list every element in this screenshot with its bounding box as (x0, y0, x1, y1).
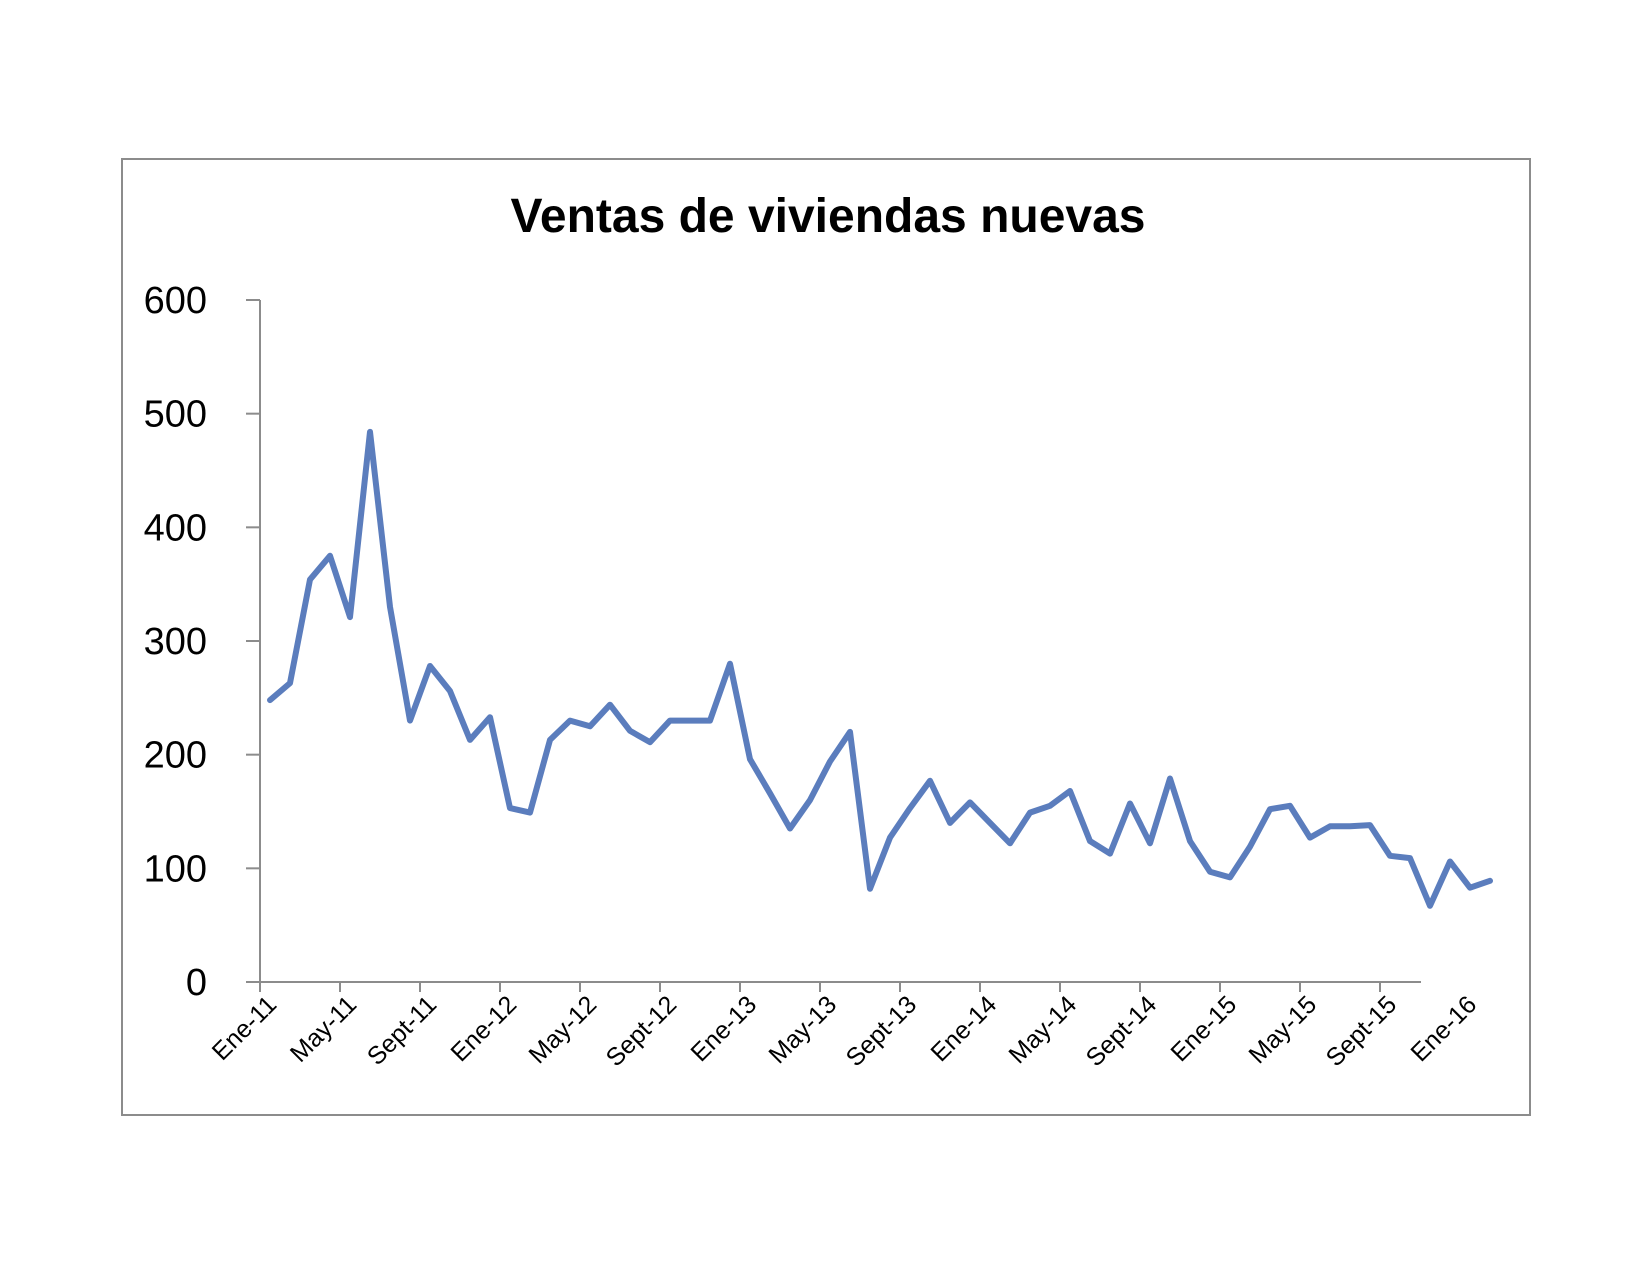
data-point (1447, 859, 1453, 865)
data-point (1387, 853, 1393, 859)
data-point (727, 661, 733, 667)
chart-title: Ventas de viviendas nuevas (511, 190, 1146, 243)
data-point (1247, 844, 1253, 850)
data-point (987, 820, 993, 826)
data-point (667, 718, 673, 724)
data-point (1147, 840, 1153, 846)
x-tick-label: Sept-12 (601, 990, 683, 1072)
data-point (1187, 838, 1193, 844)
x-tick-label: Sept-14 (1081, 990, 1163, 1072)
data-point (1307, 835, 1313, 841)
x-tick-label: Ene-11 (207, 990, 282, 1065)
data-point (447, 688, 453, 694)
x-tick-label: Ene-14 (925, 990, 1002, 1067)
y-axis-ticks: 0 100 200 300 400 500 600 (144, 280, 260, 1004)
data-point (1167, 776, 1173, 782)
data-point (1427, 903, 1433, 909)
data-point (1067, 788, 1073, 794)
data-point (947, 820, 953, 826)
y-tick-label: 200 (144, 735, 207, 777)
data-point (747, 756, 753, 762)
data-point (287, 680, 293, 686)
x-tick-label: May-12 (523, 990, 602, 1069)
data-point (1007, 840, 1013, 846)
data-point (587, 723, 593, 729)
data-point (267, 697, 273, 703)
y-tick-label: 400 (144, 507, 207, 549)
data-point (767, 790, 773, 796)
data-point (1347, 823, 1353, 829)
data-point (1267, 806, 1273, 812)
data-point (547, 737, 553, 743)
x-tick-label: Sept-11 (362, 990, 442, 1070)
line-chart: Ventas de viviendas nuevas 0 100 200 300 400… (144, 190, 1493, 1072)
data-point (907, 805, 913, 811)
series-line (267, 428, 1493, 909)
y-tick-label: 500 (144, 394, 207, 436)
data-point (827, 758, 833, 764)
data-point (427, 663, 433, 669)
y-tick-label: 100 (144, 848, 207, 890)
x-tick-label: Ene-15 (1165, 990, 1242, 1067)
data-point (1467, 885, 1473, 891)
y-tick-label: 0 (186, 962, 207, 1004)
x-tick-label: May-15 (1243, 990, 1322, 1069)
data-point (807, 797, 813, 803)
x-tick-label: May-14 (1003, 990, 1082, 1069)
x-tick-label: Sept-13 (841, 990, 923, 1072)
data-point (487, 714, 493, 720)
data-point (1047, 803, 1053, 809)
data-point (1127, 801, 1133, 807)
x-tick-label: Sept-15 (1321, 990, 1403, 1072)
data-point (507, 805, 513, 811)
data-point (647, 739, 653, 745)
data-point (567, 718, 573, 724)
data-point (1207, 869, 1213, 875)
data-point (1367, 822, 1373, 828)
data-point (787, 826, 793, 832)
chart-frame: Ventas de viviendas nuevas 0 100 200 300 400… (121, 158, 1531, 1116)
data-point (327, 553, 333, 559)
x-tick-label: Ene-16 (1405, 990, 1482, 1067)
data-point (1107, 851, 1113, 857)
data-point (967, 799, 973, 805)
data-point (1227, 874, 1233, 880)
series-group (267, 428, 1493, 909)
x-tick-label: May-11 (285, 990, 362, 1067)
data-point (387, 604, 393, 610)
y-tick-label: 300 (144, 621, 207, 663)
x-tick-label: Ene-13 (685, 990, 762, 1067)
data-point (707, 718, 713, 724)
data-point (407, 718, 413, 724)
x-tick-label: May-13 (763, 990, 842, 1069)
data-point (867, 886, 873, 892)
data-point (887, 835, 893, 841)
data-point (847, 729, 853, 735)
data-point (1087, 838, 1093, 844)
data-point (627, 728, 633, 734)
data-point (527, 810, 533, 816)
data-point (1487, 878, 1493, 884)
data-point (467, 737, 473, 743)
data-point (1027, 810, 1033, 816)
data-point (347, 614, 353, 620)
data-point (1327, 823, 1333, 829)
y-tick-label: 600 (144, 280, 207, 322)
data-point (1287, 803, 1293, 809)
data-point (367, 429, 373, 435)
data-point (607, 702, 613, 708)
data-point (927, 778, 933, 784)
data-point (1407, 855, 1413, 861)
x-tick-label: Ene-12 (445, 990, 522, 1067)
data-point (687, 718, 693, 724)
axes (259, 300, 1421, 983)
data-point (307, 577, 313, 583)
